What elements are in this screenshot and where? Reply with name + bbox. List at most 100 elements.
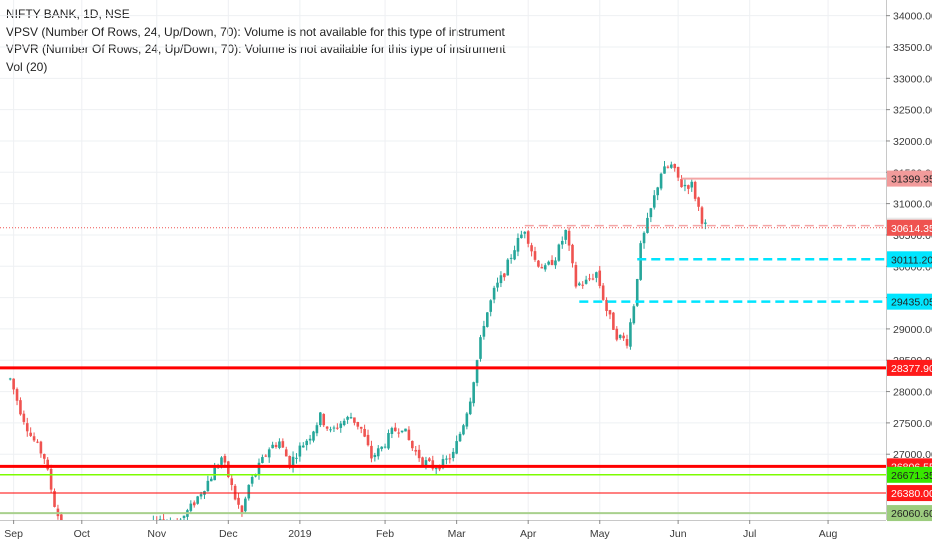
candle-body	[329, 429, 332, 431]
candle-body	[53, 490, 56, 507]
candle-body	[632, 306, 636, 324]
horizontal-levels	[0, 177, 886, 515]
candle-body	[516, 237, 520, 252]
time-tick-label: 2019	[288, 528, 312, 540]
candle-body	[543, 265, 547, 270]
candle-body	[237, 497, 240, 505]
candle-body	[393, 427, 397, 432]
candle-body	[346, 416, 349, 420]
legend-vpsv-indicator[interactable]: VPSV (Number Of Rows, 24, Up/Down, 70): …	[6, 24, 505, 39]
candle-body	[264, 455, 268, 457]
candle-body	[295, 457, 298, 459]
candle-body	[428, 458, 431, 461]
candle-body	[652, 195, 656, 208]
candle-body	[189, 503, 193, 511]
level-price-label: 26060.60	[891, 508, 932, 520]
candle-body	[284, 449, 288, 457]
candle-body	[605, 299, 608, 311]
candle-body	[322, 414, 326, 426]
candle-body	[612, 312, 615, 330]
candle-body	[370, 445, 373, 459]
candle-body	[376, 448, 380, 457]
candle-body	[564, 229, 567, 240]
candle-body	[455, 441, 458, 454]
candle-body	[359, 426, 363, 429]
candle-body	[319, 412, 322, 426]
price-tick-label: 33500.00	[893, 42, 932, 54]
candle-body	[676, 166, 680, 178]
level-price-label-bg	[887, 170, 932, 187]
candle-body	[291, 456, 295, 468]
candle-body	[421, 457, 424, 466]
candle-body	[697, 197, 700, 207]
candle-body	[571, 244, 574, 264]
candle-body	[598, 270, 602, 286]
candle-body	[547, 261, 550, 265]
candle-body	[267, 449, 271, 458]
candle-body	[29, 432, 32, 436]
price-tick-label: 31000.00	[893, 199, 932, 211]
candle-body	[397, 432, 400, 434]
candle-body	[578, 283, 581, 286]
candle-body	[411, 440, 414, 449]
legend-volume-indicator[interactable]: Vol (20)	[6, 59, 48, 74]
legend-vpvr-indicator[interactable]: VPVR (Number Of Rows, 24, Up/Down, 70): …	[6, 42, 506, 56]
candle-body	[523, 231, 527, 234]
candle-body	[281, 441, 285, 448]
candle-body	[298, 445, 302, 457]
candle-body	[387, 433, 390, 449]
candle-body	[489, 300, 493, 312]
level-price-label-bg	[887, 293, 932, 310]
candle-body	[22, 413, 26, 422]
price-axis[interactable]: 27000.0027500.0028000.0028500.0029000.00…	[886, 0, 932, 550]
candle-body	[288, 455, 291, 468]
candle-body	[540, 267, 544, 269]
candle-body	[400, 430, 404, 433]
candle-body	[12, 378, 15, 390]
candle-body	[325, 426, 329, 429]
time-axis[interactable]: Sep Oct Nov Dec 2019 Feb Mar Apr May Jun Jul Aug	[0, 520, 886, 550]
candle-body	[250, 476, 254, 484]
candle-body	[301, 445, 305, 448]
candle-body	[431, 460, 435, 469]
candle-body	[196, 496, 199, 504]
time-tick-label: Dec	[219, 528, 238, 540]
candle-body	[46, 459, 50, 470]
candle-body	[315, 425, 319, 434]
legend-symbol-title[interactable]: NIFTY BANK, 1D, NSE	[6, 7, 130, 21]
candle-body	[622, 335, 625, 339]
candle-body	[482, 325, 486, 337]
candle-body	[639, 243, 642, 280]
time-tick-label: Mar	[448, 528, 467, 540]
candle-body	[554, 260, 557, 266]
candle-body	[663, 166, 666, 174]
candle-body	[673, 164, 677, 169]
candle-body	[687, 185, 690, 189]
candle-body	[380, 446, 383, 449]
candle-body	[649, 208, 653, 218]
candle-body	[25, 423, 29, 432]
candle-body	[704, 222, 707, 224]
candle-body	[247, 484, 251, 499]
candle-body	[8, 378, 12, 380]
candle-body	[520, 234, 523, 239]
last-price-label-bg	[887, 219, 932, 236]
level-price-label-bg	[887, 251, 932, 268]
candle-body	[475, 360, 479, 383]
candle-body	[441, 459, 445, 469]
candle-body	[581, 284, 585, 286]
candle-body	[608, 310, 612, 315]
time-tick-label: Oct	[74, 528, 90, 540]
candle-body	[308, 438, 312, 441]
candle-body	[601, 285, 605, 300]
candle-body	[690, 181, 694, 188]
candle-body	[693, 181, 697, 199]
candle-body	[496, 282, 499, 288]
candle-body	[332, 427, 336, 429]
candle-body	[468, 401, 472, 415]
candle-body	[240, 505, 244, 513]
price-tick-label: 34000.00	[893, 11, 932, 23]
candle-body	[206, 480, 210, 492]
